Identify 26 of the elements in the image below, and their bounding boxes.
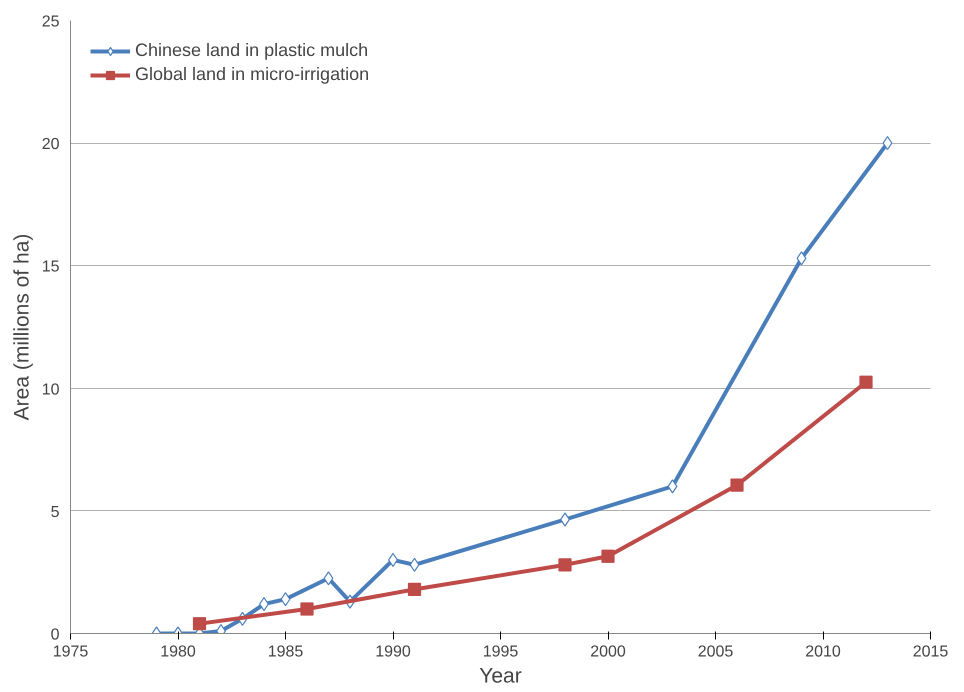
y-tick-label: 0 <box>50 626 60 644</box>
x-tick-label: 2005 <box>698 644 734 660</box>
y-axis-title: Area (millions of ha) <box>10 234 34 420</box>
point <box>601 550 615 563</box>
x-tick-label: 1990 <box>375 644 411 660</box>
x-tick-label: 2010 <box>805 644 841 660</box>
x-tick-label: 1985 <box>268 644 304 660</box>
point <box>558 558 572 572</box>
x-tick-label: 2000 <box>590 644 626 660</box>
y-tick-label: 20 <box>42 136 60 154</box>
point <box>859 376 873 389</box>
y-tick-label: 5 <box>50 504 60 521</box>
x-tick-label: 1995 <box>482 644 518 660</box>
x-tick-label: 2015 <box>912 644 948 660</box>
y-tick-label: 10 <box>42 381 60 398</box>
point <box>408 582 422 596</box>
y-tick-label: 25 <box>42 14 60 30</box>
point <box>192 617 206 630</box>
x-axis-title: Year <box>479 664 522 688</box>
x-tick-label: 1975 <box>52 644 88 660</box>
x-tick-label: 1980 <box>160 644 196 660</box>
y-tick-label: 15 <box>42 258 60 276</box>
point <box>730 478 744 492</box>
legend-label: Global land in micro-irrigation <box>135 64 370 85</box>
legend-label: Chinese land in plastic mulch <box>135 40 368 61</box>
point <box>300 602 314 616</box>
